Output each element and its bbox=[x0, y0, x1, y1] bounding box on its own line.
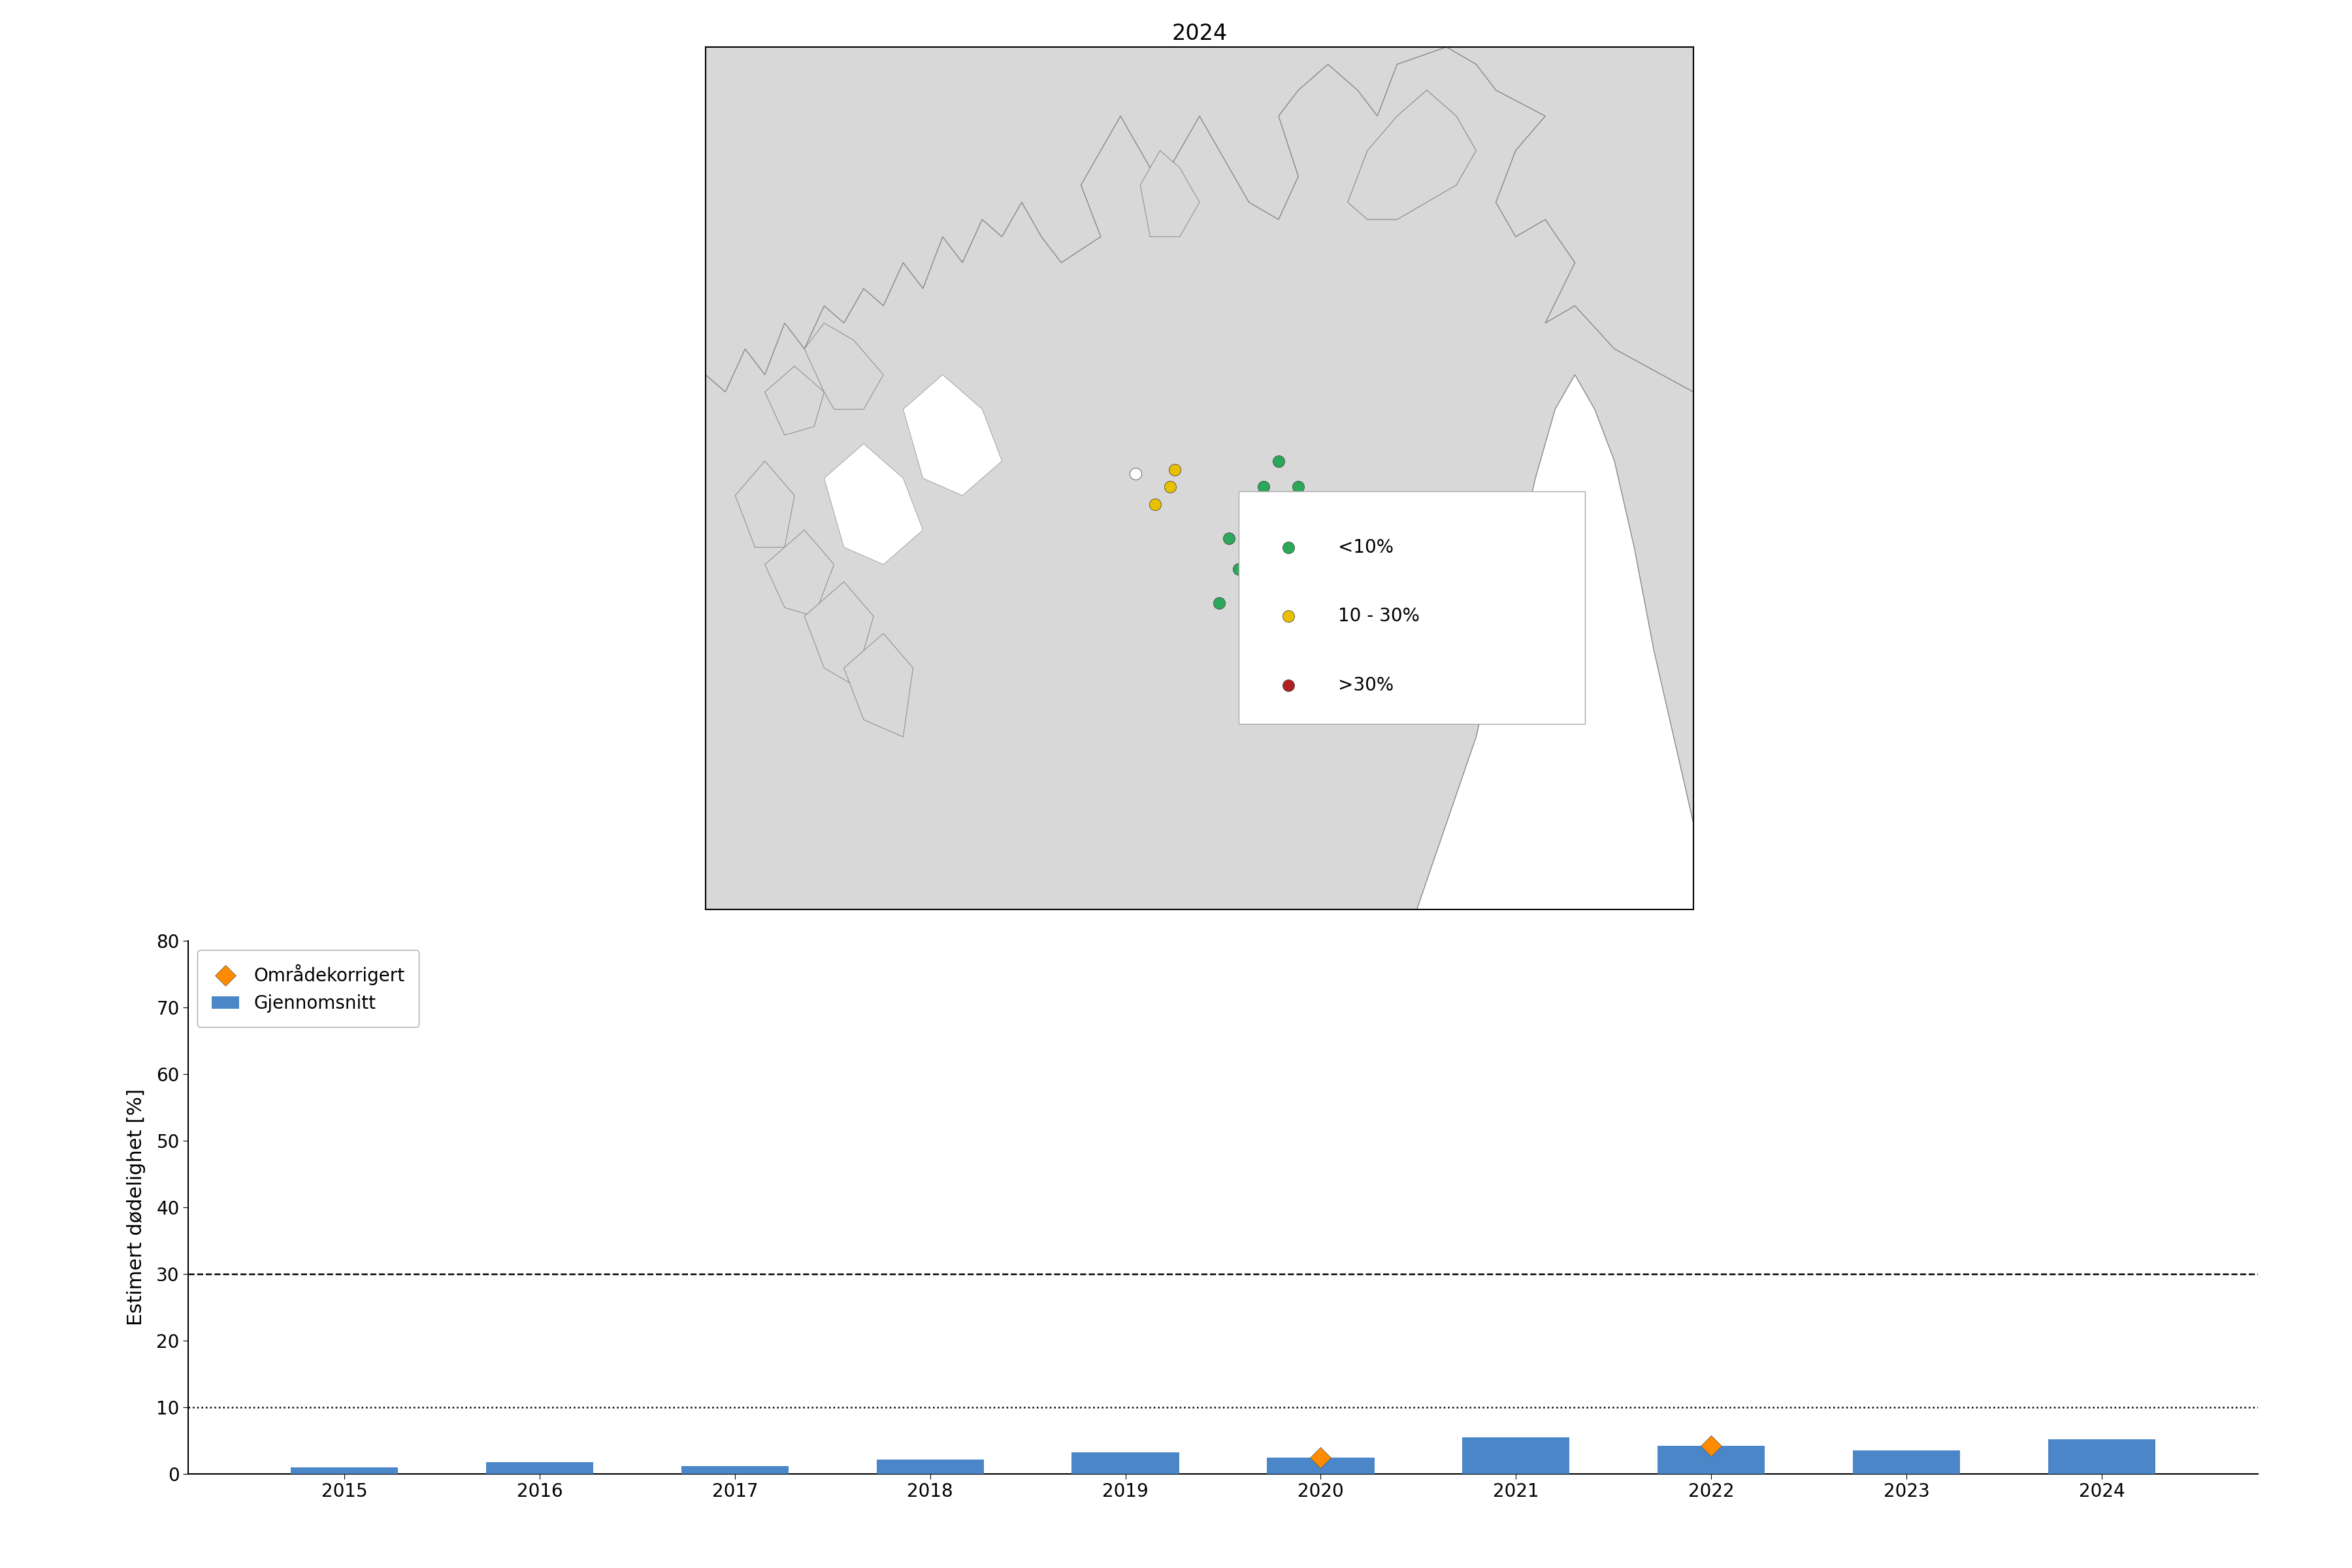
Polygon shape bbox=[764, 530, 835, 616]
Bar bbox=[1853, 1450, 1959, 1474]
Polygon shape bbox=[844, 633, 913, 737]
Y-axis label: Estimert dødelighet [%]: Estimert dødelighet [%] bbox=[127, 1088, 146, 1327]
Polygon shape bbox=[1141, 151, 1200, 237]
Title: 2024: 2024 bbox=[1171, 24, 1228, 44]
Polygon shape bbox=[1348, 89, 1477, 220]
Polygon shape bbox=[903, 375, 1002, 495]
Bar bbox=[2049, 1439, 2154, 1474]
Bar bbox=[1073, 1452, 1178, 1474]
Polygon shape bbox=[804, 323, 884, 409]
Text: >30%: >30% bbox=[1338, 676, 1392, 695]
Bar bbox=[877, 1460, 983, 1474]
Polygon shape bbox=[706, 47, 1693, 909]
Bar bbox=[487, 1461, 593, 1474]
Text: 10 - 30%: 10 - 30% bbox=[1338, 607, 1418, 626]
Polygon shape bbox=[1416, 375, 1693, 909]
Bar bbox=[682, 1466, 788, 1474]
Legend: Områdekorrigert, Gjennomsnitt: Områdekorrigert, Gjennomsnitt bbox=[198, 950, 419, 1027]
Text: <10%: <10% bbox=[1338, 538, 1392, 557]
Polygon shape bbox=[764, 367, 823, 434]
Bar bbox=[1658, 1446, 1764, 1474]
Bar bbox=[292, 1468, 397, 1474]
Polygon shape bbox=[736, 461, 795, 547]
Polygon shape bbox=[823, 444, 922, 564]
Bar bbox=[1463, 1438, 1569, 1474]
Polygon shape bbox=[804, 582, 873, 685]
Bar bbox=[1268, 1457, 1374, 1474]
FancyBboxPatch shape bbox=[1240, 491, 1585, 724]
